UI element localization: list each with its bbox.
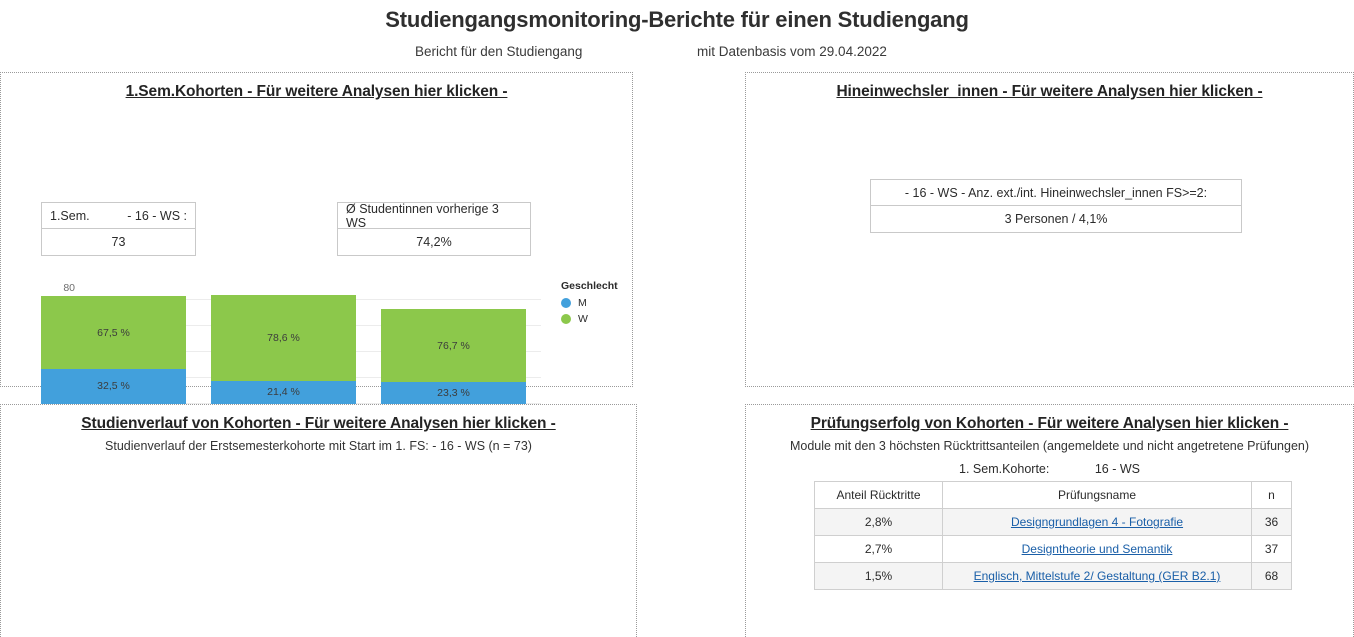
legend-label: W — [578, 313, 588, 325]
panel-hineinwechsler[interactable]: Hineinwechsler_innen - Für weitere Analy… — [745, 72, 1354, 387]
header-subtitle-left: Bericht für den Studiengang — [415, 44, 583, 59]
table-column-header: n — [1251, 481, 1292, 509]
cell-anteil: 2,7% — [814, 535, 943, 563]
pruefung-link[interactable]: Designtheorie und Semantik — [1021, 542, 1173, 556]
panel-studienverlauf-title[interactable]: Studienverlauf von Kohorten - Für weiter… — [81, 415, 556, 432]
panel-studienverlauf-subtitle: Studienverlauf der Erstsemesterkohorte m… — [105, 439, 532, 453]
cell-anteil: 2,8% — [814, 508, 943, 536]
kpi-1sem-value: 73 — [111, 235, 126, 249]
legend-item[interactable]: W — [561, 313, 618, 325]
panel-pruefungserfolg-title[interactable]: Prüfungserfolg von Kohorten - Für weiter… — [810, 415, 1289, 432]
cell-pruefungsname[interactable]: Designtheorie und Semantik — [942, 535, 1252, 563]
bar-segment-w: 67,5 % — [41, 296, 186, 369]
bar-column: 23,3 % 76,7 % — [381, 309, 526, 404]
kpi-1sem-header: 1.Sem. - 16 - WS : — [42, 203, 195, 229]
legend-color-dot — [561, 314, 571, 324]
cell-pruefungsname[interactable]: Designgrundlagen 4 - Fotografie — [942, 508, 1252, 536]
legend-geschlecht-title: Geschlecht — [561, 280, 618, 292]
table-column-header: Anteil Rücktritte — [814, 481, 943, 509]
panel-pruefungserfolg-subtitle: Module mit den 3 höchsten Rücktrittsante… — [789, 439, 1310, 453]
cell-n: 36 — [1251, 508, 1292, 536]
cell-n: 37 — [1251, 535, 1292, 563]
y-axis-tick: 80 — [63, 282, 75, 294]
bar-column: 32,5 % 67,5 % — [41, 296, 186, 404]
table-column-header: Prüfungsname — [942, 481, 1252, 509]
panel-studienverlauf[interactable]: Studienverlauf von Kohorten - Für weiter… — [0, 404, 637, 637]
kpi-hineinwechsler-label: - 16 - WS - Anz. ext./int. Hineinwechsle… — [871, 180, 1241, 206]
table-header-row: Anteil Rücktritte Prüfungsname n — [814, 481, 1292, 509]
kpi-studentinnen-label: Ø Studentinnen vorherige 3 WS — [338, 202, 530, 230]
bar-segment-m: 23,3 % — [381, 381, 526, 404]
cell-pruefungsname[interactable]: Englisch, Mittelstufe 2/ Gestaltung (GER… — [942, 562, 1252, 590]
pruefungserfolg-kohorte-label: 1. Sem.Kohorte: — [959, 462, 1050, 476]
bar-segment-m: 21,4 % — [211, 380, 356, 404]
pruefung-link[interactable]: Designgrundlagen 4 - Fotografie — [1010, 515, 1184, 529]
bar-segment-m: 32,5 % — [41, 368, 186, 404]
legend-label: M — [578, 297, 587, 309]
cell-anteil: 1,5% — [814, 562, 943, 590]
kpi-studentinnen-value: 74,2% — [416, 235, 452, 249]
header-subtitle-right: mit Datenbasis vom 29.04.2022 — [697, 44, 887, 59]
table-row: 1,5% Englisch, Mittelstufe 2/ Gestaltung … — [814, 562, 1292, 590]
pruefungen-table: Anteil Rücktritte Prüfungsname n 2,8% Desig… — [814, 481, 1292, 590]
page-title: Studiengangsmonitoring-Berichte für eine… — [385, 7, 969, 32]
page-header: Studiengangsmonitoring-Berichte für eine… — [0, 0, 1354, 70]
pruefungserfolg-kohorte-line: 1. Sem.Kohorte: 16 - WS — [746, 462, 1353, 476]
legend-item[interactable]: M — [561, 297, 618, 309]
kpi-1sem-box: 1.Sem. - 16 - WS : 73 — [41, 202, 196, 256]
pruefungserfolg-kohorte-value: 16 - WS — [1094, 462, 1140, 476]
table-row: 2,8% Designgrundlagen 4 - Fotografie 36 — [814, 508, 1292, 536]
cell-n: 68 — [1251, 562, 1292, 590]
chart-geschlecht-plot: 02040608032,5 %67,5 %- 14 - WS21,4 %78,6… — [41, 282, 541, 429]
kpi-hineinwechsler-box: - 16 - WS - Anz. ext./int. Hineinwechsle… — [870, 179, 1242, 233]
kpi-1sem-term: - 16 - WS : — [127, 208, 187, 223]
bar-segment-w: 76,7 % — [381, 309, 526, 382]
legend-color-dot — [561, 298, 571, 308]
kpi-hineinwechsler-value: 3 Personen / 4,1% — [1004, 212, 1108, 226]
panel-kohorten-title[interactable]: 1.Sem.Kohorten - Für weitere Analysen hi… — [125, 83, 508, 100]
panel-hineinwechsler-title[interactable]: Hineinwechsler_innen - Für weitere Analy… — [836, 83, 1263, 100]
kpi-1sem-label: 1.Sem. — [50, 208, 90, 223]
panel-pruefungserfolg[interactable]: Prüfungserfolg von Kohorten - Für weiter… — [745, 404, 1354, 637]
kpi-studentinnen-box: Ø Studentinnen vorherige 3 WS 74,2% — [337, 202, 531, 256]
table-row: 2,7% Designtheorie und Semantik 37 — [814, 535, 1292, 563]
panel-kohorten[interactable]: 1.Sem.Kohorten - Für weitere Analysen hi… — [0, 72, 633, 429]
bar-column: 21,4 % 78,6 % — [211, 294, 356, 404]
pruefung-link[interactable]: Englisch, Mittelstufe 2/ Gestaltung (GER… — [973, 569, 1221, 583]
bar-segment-w: 78,6 % — [211, 294, 356, 381]
